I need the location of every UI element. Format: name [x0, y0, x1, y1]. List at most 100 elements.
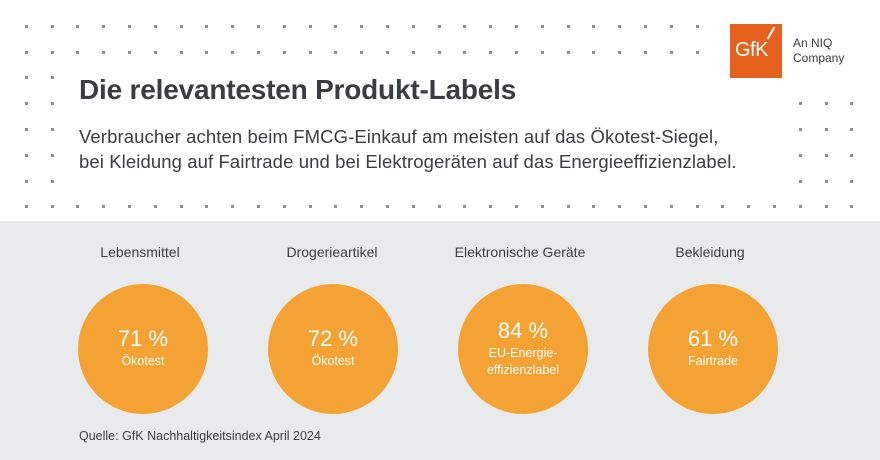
- decorative-dot: [283, 205, 286, 208]
- stat-circle-drogerieartikel: 72 % Ökotest: [268, 284, 398, 414]
- decorative-dot: [721, 205, 724, 208]
- decorative-dot: [257, 25, 260, 28]
- decorative-dot: [309, 205, 312, 208]
- decorative-dot: [696, 25, 699, 28]
- stat-label: Fairtrade: [687, 354, 739, 368]
- decorative-dot: [51, 25, 54, 28]
- decorative-dot: [670, 25, 673, 28]
- decorative-dot: [618, 205, 621, 208]
- stat-label-line: effizienzlabel: [486, 363, 560, 377]
- decorative-dot: [541, 51, 544, 54]
- decorative-dot: [25, 205, 28, 208]
- stat-circle-bekleidung: 61 % Fairtrade: [648, 284, 778, 414]
- decorative-dot: [257, 205, 260, 208]
- decorative-dot: [76, 205, 79, 208]
- decorative-dot: [76, 51, 79, 54]
- decorative-dot: [825, 154, 828, 157]
- decorative-dot: [825, 205, 828, 208]
- decorative-dot: [309, 25, 312, 28]
- decorative-dot: [541, 205, 544, 208]
- stat-label: EU-Energie- effizienzlabel: [458, 345, 588, 379]
- stat-value: 71 %: [117, 326, 169, 351]
- decorative-dot: [51, 154, 54, 157]
- decorative-dot: [850, 128, 853, 131]
- stat-value: 84 %: [497, 318, 549, 343]
- decorative-dot: [51, 76, 54, 79]
- decorative-dot: [386, 25, 389, 28]
- decorative-dot: [850, 154, 853, 157]
- decorative-dot: [644, 51, 647, 54]
- logo-tagline-line: An NIQ: [793, 36, 833, 50]
- decorative-dot: [154, 25, 157, 28]
- decorative-dot: [463, 51, 466, 54]
- decorative-dot: [360, 51, 363, 54]
- decorative-dot: [128, 25, 131, 28]
- decorative-dot: [567, 51, 570, 54]
- decorative-dot: [850, 180, 853, 183]
- stat-circle-elektronische-geraete: 84 % EU-Energie- effizienzlabel: [458, 284, 588, 414]
- decorative-dot: [463, 25, 466, 28]
- decorative-dot: [412, 51, 415, 54]
- decorative-dot: [257, 51, 260, 54]
- decorative-dot: [334, 51, 337, 54]
- decorative-dot: [386, 205, 389, 208]
- page-title: Die relevantesten Produkt-Labels: [79, 74, 517, 105]
- decorative-dot: [799, 102, 802, 105]
- decorative-dot: [25, 154, 28, 157]
- decorative-dot: [334, 25, 337, 28]
- category-title-elektronische-geraete: Elektronische Geräte: [454, 244, 586, 260]
- decorative-dot: [102, 51, 105, 54]
- decorative-dot: [334, 205, 337, 208]
- decorative-dot: [541, 25, 544, 28]
- decorative-dot: [25, 76, 28, 79]
- decorative-dot: [283, 25, 286, 28]
- decorative-dot: [618, 25, 621, 28]
- header-panel: Die relevantesten Produkt-Labels Verbrau…: [0, 0, 880, 221]
- decorative-dot: [696, 205, 699, 208]
- decorative-dot: [231, 25, 234, 28]
- decorative-dot: [231, 205, 234, 208]
- stat-value: 72 %: [307, 326, 359, 351]
- logo-accent-mark: [766, 26, 776, 40]
- decorative-dot: [25, 180, 28, 183]
- decorative-dot: [799, 205, 802, 208]
- decorative-dot: [825, 128, 828, 131]
- decorative-dot: [696, 51, 699, 54]
- decorative-dot: [799, 128, 802, 131]
- decorative-dot: [592, 51, 595, 54]
- decorative-dot: [180, 205, 183, 208]
- subtitle-line: bei Kleidung auf Fairtrade und bei Elekt…: [79, 151, 737, 172]
- decorative-dot: [180, 25, 183, 28]
- decorative-dot: [799, 180, 802, 183]
- decorative-dot: [51, 205, 54, 208]
- decorative-dot: [154, 205, 157, 208]
- decorative-dot: [592, 25, 595, 28]
- decorative-dot: [51, 128, 54, 131]
- decorative-dot: [567, 25, 570, 28]
- decorative-dot: [850, 102, 853, 105]
- decorative-dot: [799, 154, 802, 157]
- decorative-dot: [489, 25, 492, 28]
- decorative-dot: [438, 25, 441, 28]
- decorative-dot: [618, 51, 621, 54]
- decorative-dot: [76, 25, 79, 28]
- decorative-dot: [670, 51, 673, 54]
- decorative-dot: [51, 102, 54, 105]
- decorative-dot: [309, 51, 312, 54]
- subtitle-line: Verbraucher achten beim FMCG-Einkauf am …: [79, 126, 719, 147]
- decorative-dot: [670, 205, 673, 208]
- decorative-dot: [154, 51, 157, 54]
- decorative-dot: [231, 51, 234, 54]
- decorative-dot: [25, 51, 28, 54]
- decorative-dot: [644, 205, 647, 208]
- decorative-dot: [850, 205, 853, 208]
- decorative-dot: [489, 205, 492, 208]
- decorative-dot: [360, 25, 363, 28]
- stat-label: Ökotest: [311, 354, 355, 368]
- decorative-dot: [283, 51, 286, 54]
- decorative-dot: [644, 25, 647, 28]
- decorative-dot: [567, 205, 570, 208]
- decorative-dot: [180, 51, 183, 54]
- category-title-bekleidung: Bekleidung: [675, 244, 745, 260]
- decorative-dot: [592, 205, 595, 208]
